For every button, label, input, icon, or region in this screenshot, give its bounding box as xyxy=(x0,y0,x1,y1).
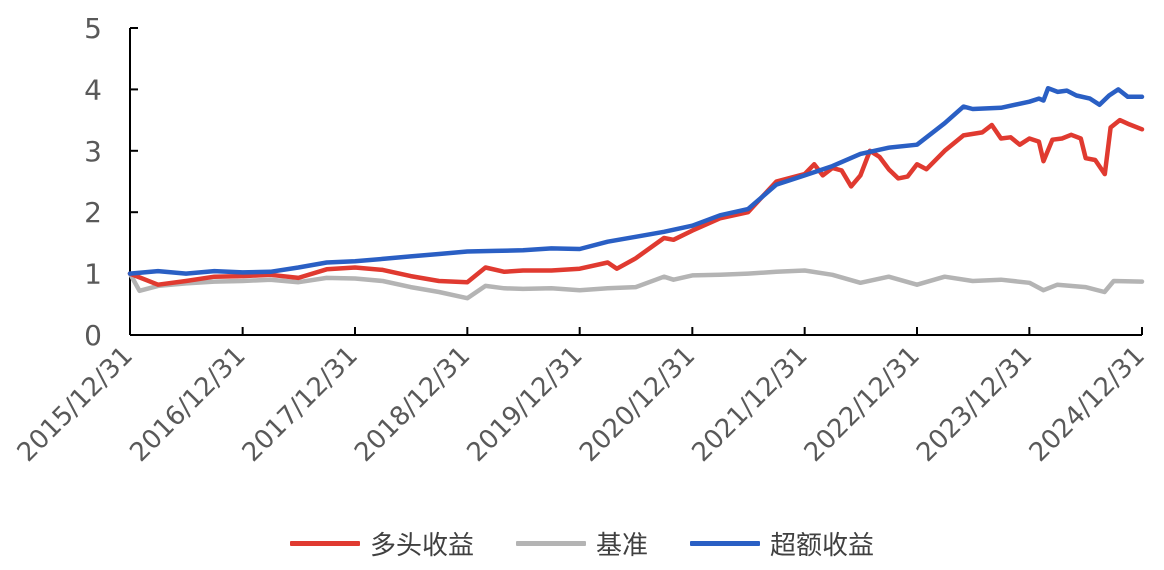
x-tick-label: 2022/12/31 xyxy=(799,341,926,468)
series-line-long-return xyxy=(127,117,1145,287)
legend-swatch-benchmark xyxy=(515,540,586,546)
legend-label-benchmark: 基准 xyxy=(595,530,648,561)
legend-swatch-long-return xyxy=(289,540,360,546)
y-tick-label: 0 xyxy=(84,319,102,352)
y-tick-label: 5 xyxy=(84,12,102,45)
series-line-benchmark xyxy=(127,268,1145,301)
series-lines xyxy=(127,85,1145,301)
x-tick-label: 2021/12/31 xyxy=(686,341,813,468)
legend-label-excess-return: 超额收益 xyxy=(770,530,875,561)
chart-axes xyxy=(129,28,1142,336)
chart-legend: 多头收益 基准 超额收益 xyxy=(0,518,1164,568)
x-tick-label: 2019/12/31 xyxy=(461,341,588,468)
x-tick-label: 2015/12/31 xyxy=(12,341,139,468)
y-tick-label: 1 xyxy=(84,258,102,291)
legend-swatch-excess-return xyxy=(690,540,760,546)
y-tick-label: 4 xyxy=(84,73,102,106)
legend-item-benchmark: 基准 xyxy=(515,525,648,562)
x-tick-label: 2024/12/31 xyxy=(1024,341,1151,468)
legend-item-excess-return: 超额收益 xyxy=(690,525,874,562)
x-tick-label: 2017/12/31 xyxy=(237,341,364,468)
series-line-excess-return xyxy=(127,85,1145,276)
x-tick-label: 2020/12/31 xyxy=(574,341,701,468)
x-axis-ticks: 2015/12/312016/12/312017/12/312018/12/31… xyxy=(12,327,1151,468)
x-tick-label: 2023/12/31 xyxy=(911,341,1038,468)
legend-label-long-return: 多头收益 xyxy=(369,530,474,561)
x-tick-label: 2016/12/31 xyxy=(124,341,251,468)
legend-item-long-return: 多头收益 xyxy=(289,525,474,562)
x-tick-label: 2018/12/31 xyxy=(349,341,476,468)
y-tick-label: 2 xyxy=(84,196,102,229)
y-tick-label: 3 xyxy=(84,135,102,168)
